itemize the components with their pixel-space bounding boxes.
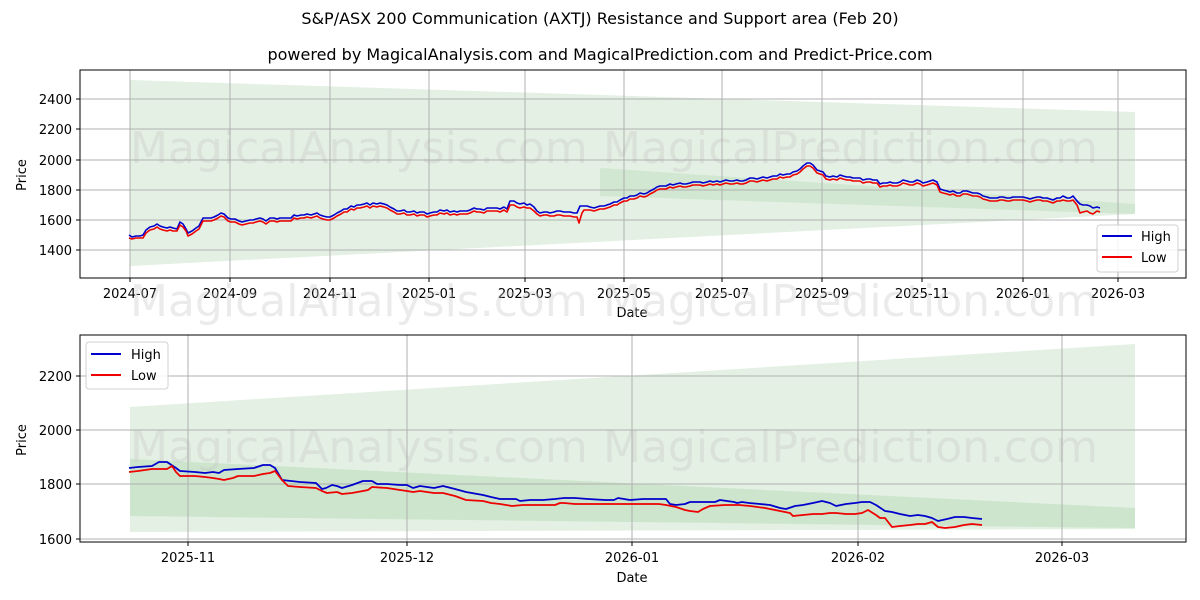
bottom-grid (80, 335, 1186, 542)
top-axes-frame (79, 69, 1187, 279)
top-chart: MagicalAnalysis.com MagicalPrediction.co… (15, 69, 1187, 327)
top-y-axis: 2400 2200 2000 1800 1600 1400 Price (15, 93, 80, 259)
x-tick-label: 2025-07 (695, 287, 749, 302)
watermark-text: MagicalAnalysis.com (130, 276, 588, 327)
top-legend: High Low (1096, 224, 1179, 273)
x-tick-label: 2025-11 (161, 551, 215, 566)
x-tick-label: 2024-07 (103, 287, 157, 302)
y-tick-label: 1400 (39, 244, 72, 259)
x-tick-label: 2025-01 (402, 287, 456, 302)
y-axis-label: Price (15, 424, 30, 456)
y-tick-label: 2400 (39, 93, 72, 108)
y-tick-label: 2000 (39, 154, 72, 169)
bottom-high-line (128, 461, 983, 522)
watermark-text: MagicalPrediction.com (603, 123, 1098, 174)
watermark-text: MagicalPrediction.com (603, 276, 1098, 327)
chart-subtitle: powered by MagicalAnalysis.com and Magic… (267, 45, 933, 64)
x-tick-label: 2025-05 (597, 287, 651, 302)
top-x-axis: 2024-07 2024-09 2024-11 2025-01 2025-03 … (103, 278, 1145, 321)
y-tick-label: 1800 (39, 184, 72, 199)
x-tick-label: 2026-01 (996, 287, 1050, 302)
x-tick-label: 2025-12 (380, 551, 434, 566)
x-tick-label: 2024-11 (303, 287, 357, 302)
x-tick-label: 2024-09 (203, 287, 257, 302)
bottom-chart: MagicalAnalysis.com MagicalPrediction.co… (15, 334, 1187, 586)
x-tick-label: 2026-03 (1091, 287, 1145, 302)
top-high-line (128, 162, 1101, 238)
x-tick-label: 2025-11 (895, 287, 949, 302)
top-low-line (128, 165, 1101, 240)
x-tick-label: 2026-01 (605, 551, 659, 566)
legend-high-label: High (1141, 230, 1171, 245)
x-tick-label: 2025-03 (498, 287, 552, 302)
y-axis-label: Price (15, 159, 30, 191)
bottom-y-axis: 2200 2000 1800 1600 Price (15, 370, 80, 548)
y-tick-label: 2200 (39, 123, 72, 138)
legend-low-label: Low (1141, 251, 1167, 266)
x-axis-label: Date (616, 571, 647, 586)
x-axis-label: Date (616, 306, 647, 321)
top-grid (80, 70, 1186, 278)
x-tick-label: 2025-09 (795, 287, 849, 302)
legend-low-label: Low (131, 369, 157, 384)
bottom-x-axis: 2025-11 2025-12 2026-01 2026-02 2026-03 … (161, 542, 1089, 586)
x-tick-label: 2026-02 (831, 551, 885, 566)
top-inner-band-dark (600, 168, 1135, 214)
y-tick-label: 2200 (39, 370, 72, 385)
bottom-axes-frame (79, 334, 1187, 543)
y-tick-label: 2000 (39, 424, 72, 439)
y-tick-label: 1600 (39, 533, 72, 548)
watermark-text: MagicalAnalysis.com (130, 123, 588, 174)
chart-title: S&P/ASX 200 Communication (AXTJ) Resista… (301, 9, 899, 28)
bottom-legend: High Low (85, 341, 169, 390)
bottom-low-line (128, 465, 983, 529)
y-tick-label: 1800 (39, 478, 72, 493)
x-tick-label: 2026-03 (1035, 551, 1089, 566)
y-tick-label: 1600 (39, 214, 72, 229)
legend-high-label: High (131, 348, 161, 363)
